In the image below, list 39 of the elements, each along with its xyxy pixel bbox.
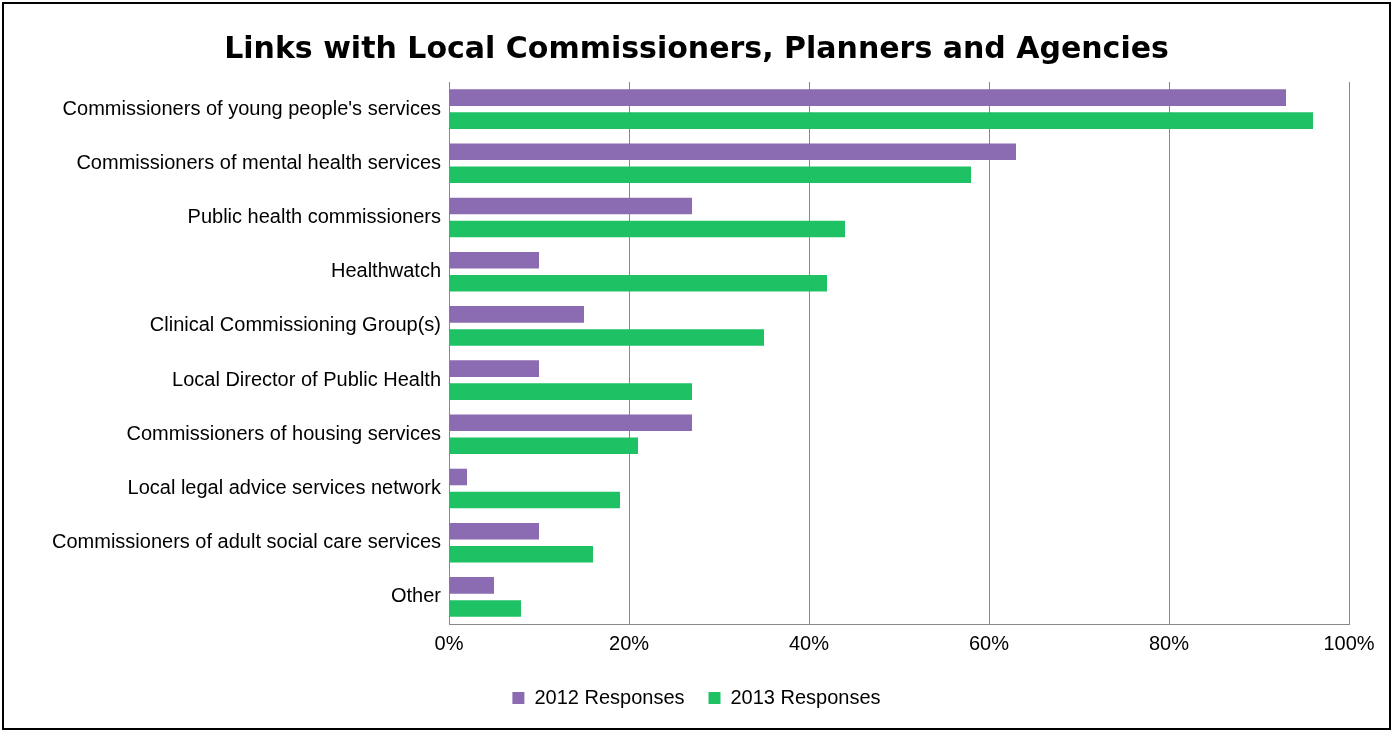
x-tick-label: 100% bbox=[1323, 631, 1375, 654]
y-tick-label: Other bbox=[390, 584, 442, 607]
bar bbox=[449, 383, 693, 400]
bar bbox=[449, 166, 972, 184]
bar bbox=[449, 112, 1313, 129]
bar bbox=[449, 143, 1017, 161]
bar bbox=[449, 522, 540, 540]
bar bbox=[449, 89, 1286, 106]
bar bbox=[449, 306, 585, 323]
y-tick-label: Commissioners of housing services bbox=[126, 421, 442, 444]
legend-label: 2012 Responses bbox=[534, 685, 685, 708]
y-tick-label: Public health commissioners bbox=[187, 205, 442, 228]
bar bbox=[449, 197, 693, 215]
bar bbox=[449, 220, 846, 238]
bar bbox=[449, 600, 522, 617]
y-tick-label: Clinical Commissioning Group(s) bbox=[149, 313, 442, 336]
bar bbox=[449, 251, 540, 269]
x-tick-label: 0% bbox=[434, 631, 464, 654]
y-tick-label: Healthwatch bbox=[330, 259, 442, 282]
x-tick-label: 20% bbox=[609, 631, 650, 654]
bar bbox=[449, 274, 828, 292]
x-tick-label: 80% bbox=[1148, 631, 1190, 654]
bar bbox=[449, 414, 693, 432]
bar bbox=[449, 329, 765, 346]
y-tick-label: Commissioners of mental health services bbox=[76, 150, 442, 173]
y-tick-label: Local legal advice services network bbox=[127, 476, 443, 499]
x-tick-label: 60% bbox=[968, 631, 1010, 654]
bar bbox=[449, 468, 468, 486]
chart-title: Links with Local Commissioners, Planners and Agencies bbox=[224, 29, 1169, 65]
bar bbox=[449, 545, 594, 563]
y-tick-label: Local Director of Public Health bbox=[172, 367, 442, 390]
y-tick-label: Commissioners of adult social care services bbox=[51, 530, 442, 553]
legend-label: 2013 Responses bbox=[730, 685, 881, 708]
bar bbox=[449, 577, 495, 594]
x-tick-label: 40% bbox=[789, 631, 830, 654]
bar bbox=[449, 491, 621, 509]
bar bbox=[449, 360, 540, 377]
y-tick-label: Commissioners of young people's services bbox=[62, 96, 442, 119]
bar bbox=[449, 437, 639, 455]
